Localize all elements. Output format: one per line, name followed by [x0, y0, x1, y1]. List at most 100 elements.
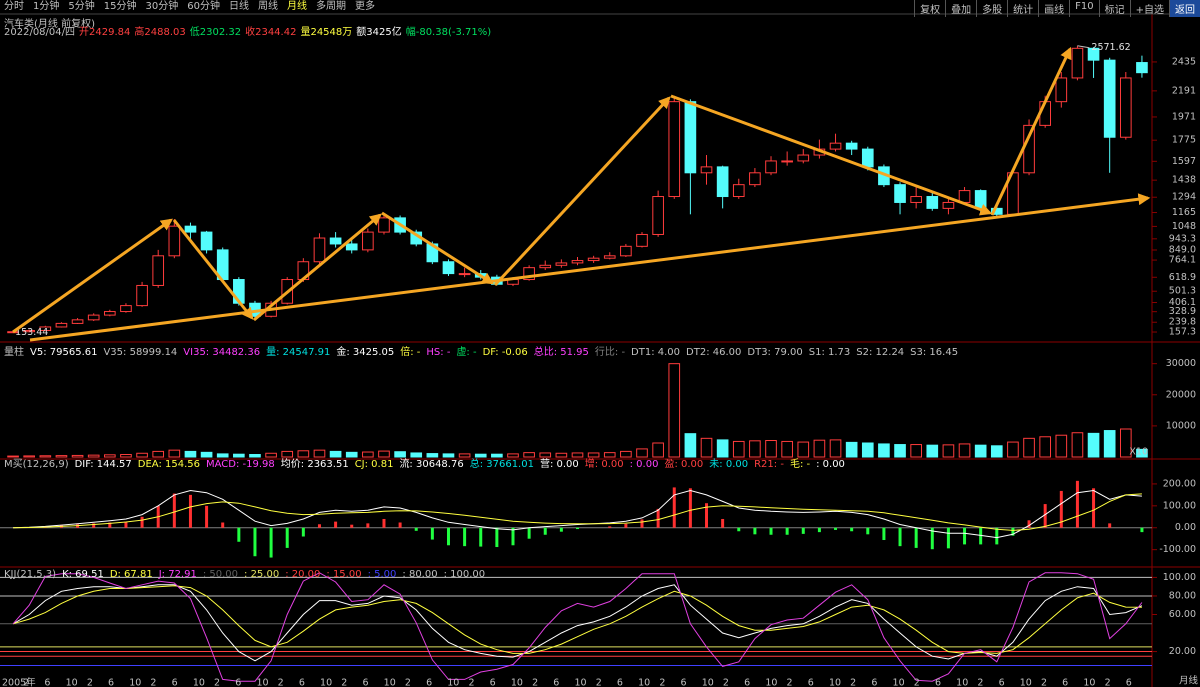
indicator-field: 未: 0.00	[709, 459, 749, 470]
period-button[interactable]: 月线	[286, 1, 307, 12]
candle-body	[539, 264, 552, 269]
indicator-field: DIF: 144.57	[74, 459, 132, 470]
y-tick-label: 943.3	[1169, 233, 1196, 244]
y-tick-label: 618.9	[1169, 272, 1196, 283]
tool-button[interactable]: 复权	[914, 0, 945, 17]
x-tick-label: 6	[299, 678, 305, 687]
period-button[interactable]: 15分钟	[103, 1, 137, 12]
candle-body	[684, 101, 697, 174]
tool-button[interactable]: +自选	[1129, 0, 1169, 17]
tool-button[interactable]: 统计	[1007, 0, 1038, 17]
candle-body	[571, 260, 584, 264]
candle-body	[781, 160, 793, 163]
candle-body	[152, 255, 165, 286]
period-button[interactable]: 1分钟	[33, 1, 60, 12]
indicator-field: 量柱	[4, 347, 24, 358]
volume-bar	[71, 454, 84, 458]
indicator-field: HS: -	[426, 347, 451, 358]
volume-bar	[652, 442, 664, 458]
x-tick-label: 2	[723, 678, 729, 687]
indicator-field: 量: 24547.91	[266, 347, 331, 358]
tool-button[interactable]: 标记	[1098, 0, 1130, 17]
period-button[interactable]: 更多	[354, 1, 375, 12]
indicator-field: 均价: 2363.51	[280, 459, 349, 470]
volume-bar	[974, 444, 987, 458]
indicator-field: V35: 58999.14	[103, 347, 178, 358]
tool-button[interactable]: 返回	[1169, 0, 1200, 17]
y-tick-label: 100.00	[1163, 572, 1196, 583]
y-tick-label: 2191	[1172, 85, 1196, 96]
x-tick-label: 2	[150, 678, 156, 687]
indicator-field: MACD: -19.98	[206, 459, 275, 470]
x-tick-label: 10	[956, 678, 968, 687]
x-tick-label: 10	[638, 678, 650, 687]
y-tick-label: 60.00	[1169, 609, 1196, 620]
indicator-line	[12, 585, 1142, 654]
volume-unit: X10	[1129, 447, 1148, 458]
volume-bar	[378, 450, 390, 458]
volume-bar	[910, 444, 922, 458]
trend-arrow	[381, 211, 495, 285]
volume-bar	[1071, 432, 1084, 458]
x-tick-label: 2	[468, 678, 474, 687]
indicator-field: 营: 0.00	[539, 459, 579, 470]
volume-bar	[1055, 434, 1068, 458]
candle-body	[765, 160, 777, 174]
tool-button[interactable]: 画线	[1038, 0, 1069, 17]
period-button[interactable]: 60分钟	[187, 1, 220, 12]
x-tick-label: 6	[681, 678, 687, 687]
x-tick-label: 2	[787, 678, 793, 687]
y-tick-label: -100.00	[1159, 544, 1196, 555]
quote-info: 2022/08/04/四 开2429.84 高2488.03 低2302.32 收234…	[4, 27, 491, 39]
volume-bar	[813, 439, 826, 458]
tool-button[interactable]: 叠加	[945, 0, 976, 17]
indicator-field: 盈: 0.00	[664, 459, 704, 470]
period-button[interactable]: 日线	[228, 1, 249, 12]
indicator-line	[13, 489, 1142, 539]
volume-bar	[345, 451, 358, 458]
volume-bar	[442, 453, 455, 458]
x-tick-label: 2	[850, 678, 856, 687]
candle-body	[345, 243, 358, 251]
level-field: : 50.00	[202, 569, 239, 580]
y-tick-label: 200.00	[1163, 478, 1196, 489]
volume-bar	[216, 453, 229, 458]
x-tick-label: 2	[23, 678, 29, 687]
x-tick-label: 2	[214, 678, 220, 687]
x-tick-label: 2	[914, 678, 920, 687]
period-button[interactable]: 5分钟	[68, 1, 95, 12]
volume-bar	[958, 443, 971, 458]
period-button[interactable]: 30分钟	[145, 1, 179, 12]
volume-bar	[620, 450, 632, 458]
candle-body	[716, 166, 729, 198]
security-title: 汽车类(月线 前复权)	[4, 19, 95, 30]
tool-button[interactable]: F10	[1069, 0, 1098, 17]
y-tick-label: 2435	[1172, 56, 1196, 67]
period-button[interactable]: 多周期	[315, 1, 346, 12]
candle-body	[603, 255, 616, 259]
volume-bar	[523, 452, 535, 458]
period-button[interactable]: 周线	[257, 1, 278, 12]
period-button[interactable]: 分时	[4, 1, 24, 12]
tool-button[interactable]: 多股	[976, 0, 1007, 17]
indicator-field: K: 69.51	[62, 569, 104, 580]
level-field: : 80.00	[402, 569, 438, 580]
indicator-field: S1: 1.73	[808, 347, 851, 358]
x-tick-label: 6	[808, 678, 814, 687]
candle-body	[200, 231, 213, 251]
indicator-field: 行比: -	[594, 347, 626, 358]
candle-body	[329, 237, 342, 245]
volume-bar	[636, 448, 648, 458]
x-tick-label: 10	[829, 678, 841, 687]
candle-body	[1103, 59, 1116, 138]
x-tick-label: 10	[1083, 678, 1095, 687]
volume-bar	[313, 449, 326, 458]
indicator-line	[13, 493, 1142, 531]
x-tick-label: 6	[108, 678, 114, 687]
quote-field: 收2344.42	[245, 27, 297, 38]
x-tick-label: 10	[893, 678, 905, 687]
level-field: : 5.00	[367, 569, 397, 580]
indicator-field: R21: -	[754, 459, 784, 470]
x-tick-label: 2005年	[2, 677, 36, 687]
